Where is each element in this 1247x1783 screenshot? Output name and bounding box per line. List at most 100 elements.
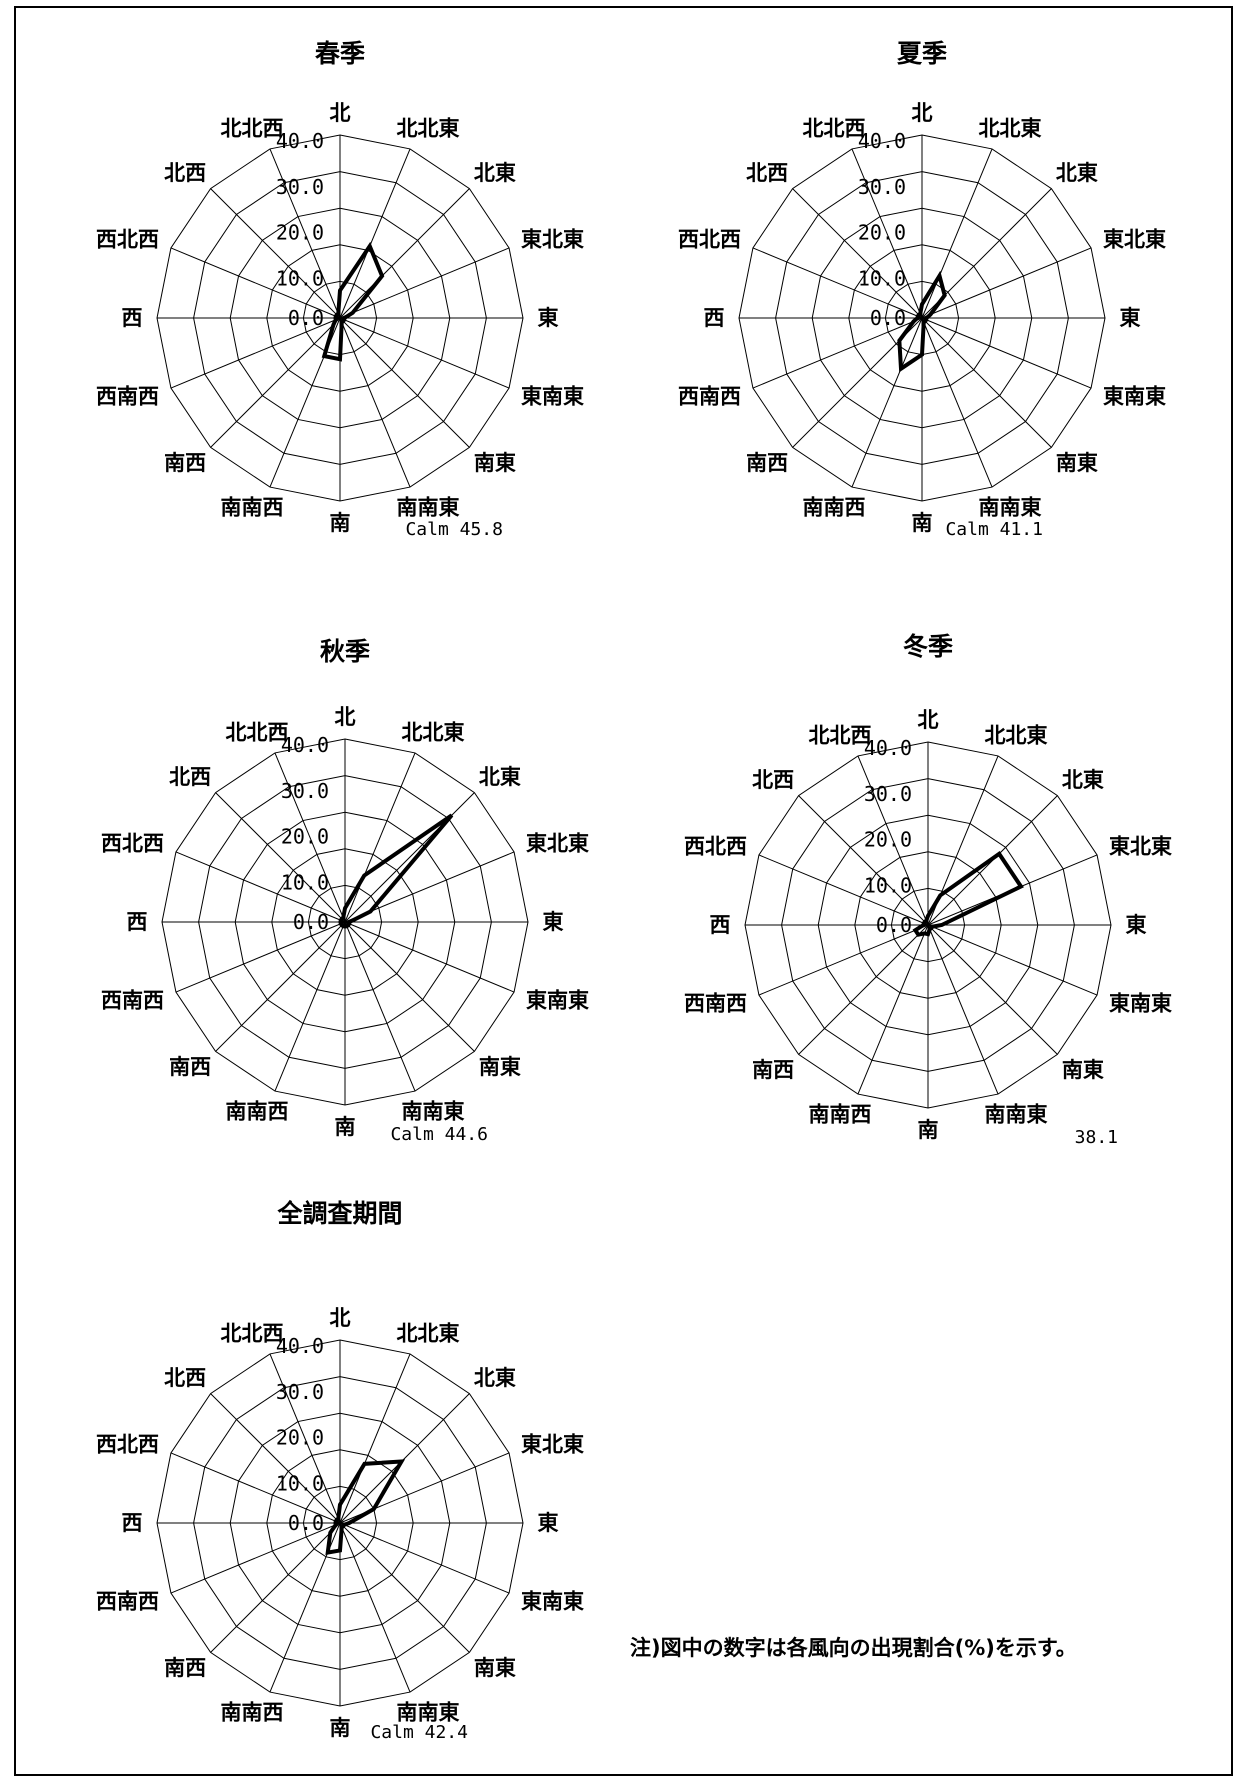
direction-label: 東北東	[1109, 835, 1172, 859]
grid-spoke	[344, 921, 416, 1092]
grid-spoke	[921, 148, 993, 319]
tick-label: 20.0	[858, 221, 906, 245]
grid-spoke	[758, 854, 929, 926]
direction-label: 東	[543, 910, 564, 934]
grid-spoke	[339, 317, 510, 389]
direction-label: 西北西	[684, 835, 747, 859]
direction-label: 東	[1126, 913, 1147, 937]
direction-label: 南南西	[802, 495, 865, 519]
direction-label: 南西	[169, 1055, 211, 1079]
direction-label: 南南西	[225, 1099, 288, 1123]
direction-label: 西北西	[96, 1433, 159, 1457]
direction-label: 北北東	[979, 117, 1042, 141]
chart-title: 夏季	[897, 39, 947, 68]
direction-label: 東	[538, 306, 559, 330]
direction-label: 東南東	[521, 1589, 584, 1613]
tick-label: 0.0	[876, 913, 912, 937]
direction-label: 北東	[474, 1366, 516, 1390]
grid-spoke	[857, 755, 929, 926]
grid-spoke	[170, 247, 341, 319]
grid-spoke	[210, 188, 341, 319]
tick-label: 20.0	[281, 825, 329, 849]
direction-label: 南	[918, 1118, 939, 1142]
grid-spoke	[269, 148, 341, 319]
grid-spoke	[344, 792, 475, 923]
grid-spoke	[339, 1393, 470, 1524]
direction-label: 南	[335, 1115, 356, 1139]
direction-label: 北	[330, 101, 351, 125]
grid-spoke	[339, 317, 411, 488]
grid-spoke	[857, 924, 929, 1095]
calm-value: Calm 44.6	[390, 1124, 488, 1145]
tick-label: 0.0	[288, 1511, 324, 1535]
direction-label: 南西	[746, 451, 788, 475]
tick-label: 10.0	[281, 870, 329, 894]
grid-spoke	[339, 247, 510, 319]
direction-label: 北	[330, 1306, 351, 1330]
grid-spoke	[210, 317, 341, 448]
tick-label: 30.0	[276, 1380, 324, 1404]
direction-label: 北北西	[220, 117, 283, 141]
direction-label: 南南西	[220, 495, 283, 519]
direction-label: 東	[1120, 306, 1141, 330]
grid-spoke	[170, 1452, 341, 1524]
tick-label: 30.0	[276, 175, 324, 199]
direction-label: 西北西	[96, 228, 159, 252]
grid-spoke	[274, 752, 346, 923]
chart-title: 冬季	[903, 632, 953, 661]
direction-label: 西南西	[684, 991, 747, 1015]
chart-title: 全調査期間	[276, 1199, 402, 1228]
direction-label: 南西	[164, 1656, 206, 1680]
direction-label: 北東	[479, 765, 521, 789]
direction-label: 南東	[1056, 451, 1098, 475]
tick-label: 10.0	[276, 266, 324, 290]
direction-label: 東	[538, 1511, 559, 1535]
direction-label: 南南東	[985, 1102, 1048, 1126]
direction-label: 東南東	[1109, 991, 1172, 1015]
grid-spoke	[752, 247, 923, 319]
direction-label: 北	[335, 705, 356, 729]
grid-spoke	[339, 1353, 411, 1524]
grid-spoke	[339, 1522, 470, 1653]
grid-spoke	[210, 1393, 341, 1524]
tick-label: 10.0	[864, 873, 912, 897]
direction-label: 南東	[1062, 1058, 1104, 1082]
direction-label: 西南西	[101, 988, 164, 1012]
direction-label: 東北東	[526, 832, 589, 856]
grid-spoke	[344, 921, 515, 993]
grid-spoke	[927, 924, 999, 1095]
grid-spoke	[921, 247, 1092, 319]
chart-title: 秋季	[320, 637, 370, 666]
tick-label: 40.0	[864, 736, 912, 760]
direction-label: 南西	[164, 451, 206, 475]
grid-spoke	[927, 924, 1058, 1055]
grid-spoke	[752, 317, 923, 389]
direction-label: 東南東	[1103, 384, 1166, 408]
direction-label: 西北西	[101, 832, 164, 856]
tick-label: 20.0	[276, 1426, 324, 1450]
direction-label: 北北西	[220, 1322, 283, 1346]
direction-label: 北	[912, 101, 933, 125]
tick-label: 30.0	[858, 175, 906, 199]
tick-label: 30.0	[281, 779, 329, 803]
direction-label: 西南西	[96, 384, 159, 408]
direction-label: 西	[122, 306, 143, 330]
grid-spoke	[175, 921, 346, 993]
grid-spoke	[798, 795, 929, 926]
direction-label: 北西	[164, 161, 206, 185]
grid-spoke	[921, 317, 1092, 389]
direction-label: 南南東	[397, 495, 460, 519]
direction-label: 南南東	[402, 1099, 465, 1123]
direction-label: 東北東	[1103, 228, 1166, 252]
grid-spoke	[921, 317, 993, 488]
direction-label: 北	[918, 708, 939, 732]
direction-label: 北東	[1062, 768, 1104, 792]
direction-label: 北北東	[397, 117, 460, 141]
direction-label: 南南東	[979, 495, 1042, 519]
grid-spoke	[851, 148, 923, 319]
tick-label: 0.0	[288, 306, 324, 330]
